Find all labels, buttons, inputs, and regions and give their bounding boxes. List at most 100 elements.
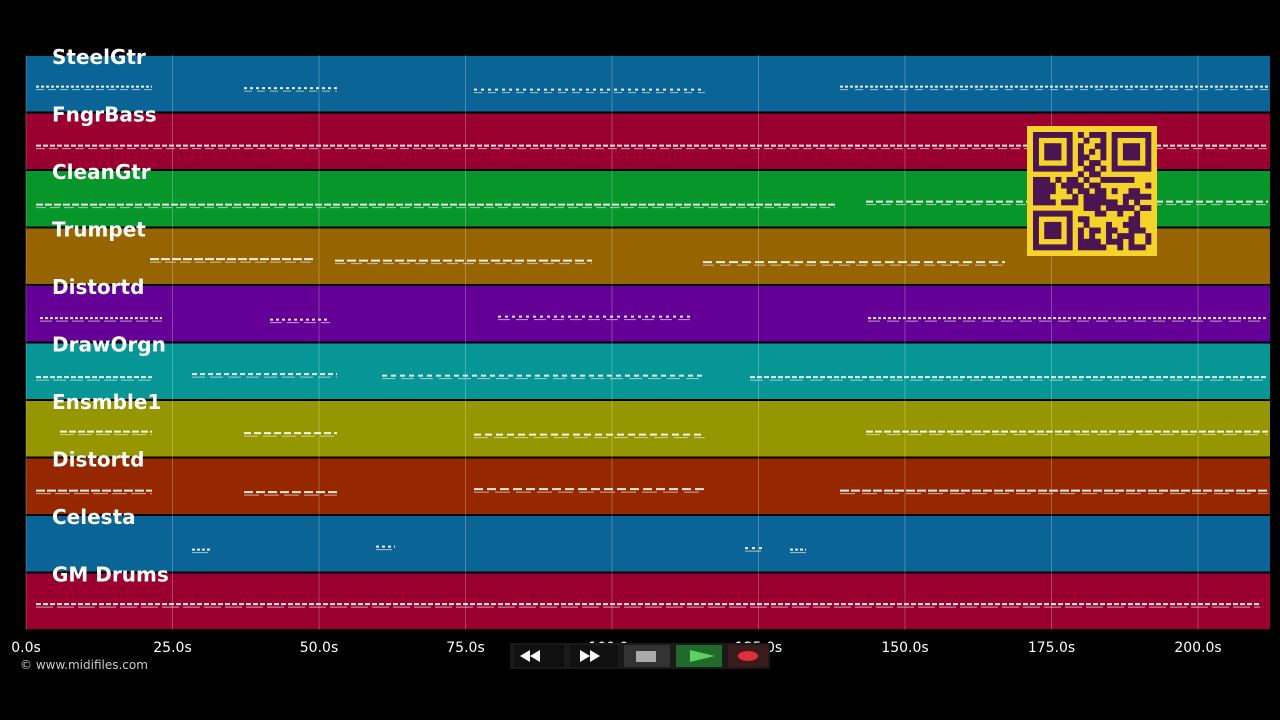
qr-cell <box>1061 199 1068 206</box>
qr-cell <box>1049 188 1056 195</box>
qr-cell <box>1033 154 1039 161</box>
qr-cell <box>1044 233 1051 240</box>
qr-cell <box>1094 182 1101 189</box>
qr-cell <box>1094 205 1101 211</box>
qr-cell <box>1049 233 1056 240</box>
qr-cell <box>1145 182 1152 189</box>
qr-cell <box>1134 148 1141 155</box>
qr-cell <box>1066 199 1073 206</box>
qr-cell <box>1089 193 1096 200</box>
qr-cell <box>1089 238 1096 245</box>
qr-cell <box>1083 199 1090 206</box>
qr-cell <box>1145 154 1152 161</box>
qr-cell <box>1066 216 1073 223</box>
qr-cell <box>1077 238 1084 245</box>
qr-cell <box>1077 143 1084 150</box>
qr-cell <box>1134 199 1141 206</box>
qr-cell <box>1145 233 1152 240</box>
qr-cell <box>1066 176 1073 183</box>
qr-cell <box>1094 143 1101 150</box>
qr-cell <box>1038 182 1045 189</box>
tick-label: 150.0s <box>881 640 928 656</box>
qr-cell <box>1044 182 1051 189</box>
copyright: © www.midifiles.com <box>20 658 148 672</box>
qr-cell <box>1145 193 1152 200</box>
qr-cell <box>1122 154 1129 161</box>
track-name: GM Drums <box>52 563 169 587</box>
qr-cell <box>1049 148 1056 155</box>
qr-cell <box>1083 137 1090 144</box>
qr-cell <box>1111 154 1118 161</box>
tick-label: 50.0s <box>300 640 338 656</box>
qr-cell <box>1077 227 1084 234</box>
qr-cell <box>1077 188 1084 195</box>
qr-cell <box>1089 199 1096 206</box>
qr-cell <box>1038 165 1045 172</box>
qr-cell <box>1033 244 1039 251</box>
qr-cell <box>1117 210 1124 217</box>
qr-cell <box>1145 137 1152 144</box>
qr-cell <box>1033 210 1039 217</box>
qr-cell <box>1066 132 1073 138</box>
tick-label: 25.0s <box>153 640 191 656</box>
fast-forward-button[interactable] <box>570 645 618 667</box>
qr-cell <box>1128 132 1135 138</box>
qr-cell <box>1100 193 1107 200</box>
tick-label: 200.0s <box>1174 640 1221 656</box>
qr-cell <box>1055 132 1062 138</box>
qr-cell <box>1066 210 1073 217</box>
track-lane <box>26 286 1270 342</box>
qr-cell <box>1117 205 1124 211</box>
stop-button[interactable] <box>624 645 670 667</box>
qr-cell <box>1100 244 1107 251</box>
qr-cell <box>1033 160 1039 167</box>
qr-cell <box>1106 233 1112 240</box>
rewind-button[interactable] <box>514 645 564 667</box>
tick-label: 75.0s <box>446 640 484 656</box>
qr-cell <box>1128 216 1135 223</box>
qr-cell <box>1134 244 1141 251</box>
qr-cell <box>1106 199 1112 206</box>
qr-cell <box>1038 210 1045 217</box>
qr-cell <box>1072 182 1079 189</box>
qr-cell <box>1049 154 1056 161</box>
qr-cell <box>1083 205 1090 211</box>
qr-cell <box>1072 193 1079 200</box>
qr-cell <box>1145 148 1152 155</box>
track-lane <box>26 458 1270 514</box>
qr-cell <box>1145 238 1152 245</box>
track-lane <box>26 343 1270 399</box>
qr-cell <box>1077 182 1084 189</box>
qr-cell <box>1049 210 1056 217</box>
qr-cell <box>1077 132 1084 138</box>
qr-cell <box>1033 132 1039 138</box>
qr-cell <box>1100 143 1107 150</box>
qr-cell <box>1094 244 1101 251</box>
qr-cell <box>1111 137 1118 144</box>
qr-cell <box>1128 233 1135 240</box>
qr-cell <box>1083 238 1090 245</box>
qr-cell <box>1089 148 1096 155</box>
track-lane <box>26 516 1270 572</box>
qr-cell <box>1111 176 1118 183</box>
qr-cell <box>1061 182 1068 189</box>
track-name: Distortd <box>52 275 144 299</box>
qr-cell <box>1089 233 1096 240</box>
qr-cell <box>1094 210 1101 217</box>
qr-cell <box>1033 143 1039 150</box>
qr-cell <box>1038 176 1045 183</box>
qr-cell <box>1122 148 1129 155</box>
track-name: FngrBass <box>52 103 157 127</box>
qr-cell <box>1128 244 1135 251</box>
qr-cell <box>1128 143 1135 150</box>
qr-cell <box>1134 221 1141 228</box>
play-button[interactable] <box>676 645 722 667</box>
qr-cell <box>1055 165 1062 172</box>
tracks: SteelGtr FngrBass CleanGtr Trumpet Distortd D… <box>26 45 1270 629</box>
qr-cell <box>1139 244 1146 251</box>
qr-cell <box>1033 238 1039 245</box>
qr-cell <box>1061 165 1068 172</box>
record-button[interactable] <box>728 645 768 667</box>
qr-cell <box>1122 199 1129 206</box>
grid <box>25 55 1199 630</box>
